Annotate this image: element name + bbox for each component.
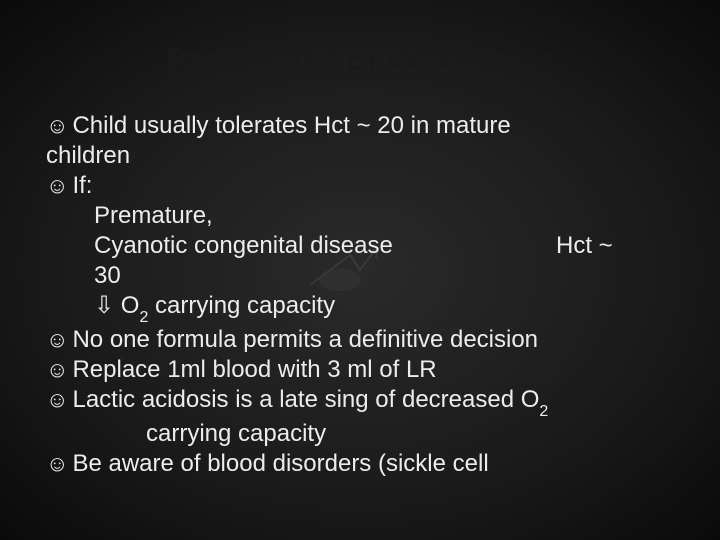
line-text: Replace 1ml blood with 3 ml of LR xyxy=(72,356,436,383)
slide-body: ☺Child usually tolerates Hct ~ 20 in mat… xyxy=(40,111,680,479)
line-7: ⇩ O2 carrying capacity xyxy=(46,291,680,325)
line-text: Cyanotic congenital disease xyxy=(94,232,393,259)
line-text: Premature, xyxy=(94,202,213,229)
line-text: carrying capacity xyxy=(146,420,326,447)
smiley-icon: ☺ xyxy=(46,112,68,140)
smiley-icon: ☺ xyxy=(46,386,68,414)
line-text-pre: Lactic acidosis is a late sing of decrea… xyxy=(72,386,539,413)
subscript: 2 xyxy=(139,309,148,326)
title-suffix: : xyxy=(544,42,554,77)
smiley-icon: ☺ xyxy=(46,326,68,354)
line-text: If: xyxy=(72,172,92,199)
down-arrow-icon: ⇩ xyxy=(94,292,114,319)
bullet-line-1: ☺Child usually tolerates Hct ~ 20 in mat… xyxy=(46,111,680,141)
smiley-icon: ☺ xyxy=(46,450,68,478)
line-text: Child usually tolerates Hct ~ 20 in matu… xyxy=(72,112,510,139)
line-text: Be aware of blood disorders (sickle cell xyxy=(72,450,488,477)
smiley-icon: ☺ xyxy=(46,172,68,200)
subscript: 2 xyxy=(539,403,548,420)
line-text-post: carrying capacity xyxy=(148,292,335,319)
title-subscript: (2) xyxy=(518,63,543,88)
right-value: Hct ~ xyxy=(556,231,613,261)
slide-title: Packed Red Blood Cells (2): xyxy=(40,42,680,83)
title-main: Packed Red Blood Cells xyxy=(166,42,518,77)
line-5: Cyanotic congenital disease Hct ~ xyxy=(46,231,680,261)
slide-container: Packed Red Blood Cells (2): ☺Child usual… xyxy=(0,0,720,540)
line-4: Premature, xyxy=(46,201,680,231)
bullet-line-3: ☺If: xyxy=(46,171,680,201)
bullet-line-9: ☺Replace 1ml blood with 3 ml of LR xyxy=(46,355,680,385)
bullet-line-8: ☺No one formula permits a definitive dec… xyxy=(46,325,680,355)
smiley-icon: ☺ xyxy=(46,356,68,384)
line-text-pre: O xyxy=(114,292,139,319)
line-text: No one formula permits a definitive deci… xyxy=(72,326,538,353)
line-2: children xyxy=(46,141,680,171)
line-text: children xyxy=(46,142,130,169)
line-text: 30 xyxy=(94,262,121,289)
bullet-line-12: ☺Be aware of blood disorders (sickle cel… xyxy=(46,449,680,479)
bullet-line-10: ☺Lactic acidosis is a late sing of decre… xyxy=(46,385,680,419)
line-6: 30 xyxy=(46,261,680,291)
line-11: carrying capacity xyxy=(46,419,680,449)
